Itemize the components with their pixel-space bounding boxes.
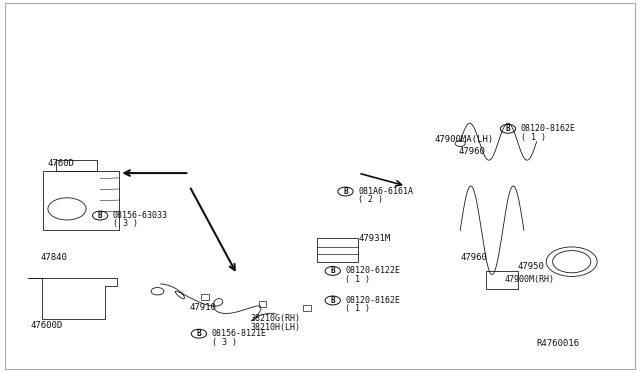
Text: ( 1 ): ( 1 )	[346, 304, 371, 313]
Text: 08120-6122E: 08120-6122E	[346, 266, 401, 275]
Text: 47960: 47960	[460, 253, 487, 262]
Text: 47900M(RH): 47900M(RH)	[505, 275, 555, 284]
Text: 08156-8121E: 08156-8121E	[212, 329, 267, 338]
Text: 081A6-6161A: 081A6-6161A	[358, 187, 413, 196]
Text: 38210G(RH): 38210G(RH)	[250, 314, 300, 323]
Text: ( 3 ): ( 3 )	[113, 219, 138, 228]
Text: B: B	[343, 187, 348, 196]
Text: 47950: 47950	[518, 262, 545, 271]
Text: 47910: 47910	[189, 302, 216, 311]
Text: 08120-8162E: 08120-8162E	[521, 124, 576, 133]
Text: B: B	[330, 296, 335, 305]
Text: B: B	[506, 124, 510, 133]
Text: 4760D: 4760D	[47, 159, 74, 168]
Text: 38210H(LH): 38210H(LH)	[250, 323, 300, 332]
Text: 47960: 47960	[459, 147, 486, 157]
Text: ( 1 ): ( 1 )	[346, 275, 371, 284]
Text: B: B	[196, 329, 201, 338]
Text: 47840: 47840	[41, 253, 68, 262]
Text: R4760016: R4760016	[537, 340, 580, 349]
Text: B: B	[98, 211, 102, 220]
Text: 08120-8162E: 08120-8162E	[346, 296, 401, 305]
Text: 47900MA(LH): 47900MA(LH)	[435, 135, 494, 144]
Text: ( 3 ): ( 3 )	[212, 338, 237, 347]
Text: 47600D: 47600D	[31, 321, 63, 330]
Text: B: B	[330, 266, 335, 275]
Text: ( 1 ): ( 1 )	[521, 133, 546, 142]
Text: ( 2 ): ( 2 )	[358, 195, 383, 205]
Text: 47931M: 47931M	[358, 234, 390, 243]
Text: 08156-63033: 08156-63033	[113, 211, 168, 220]
